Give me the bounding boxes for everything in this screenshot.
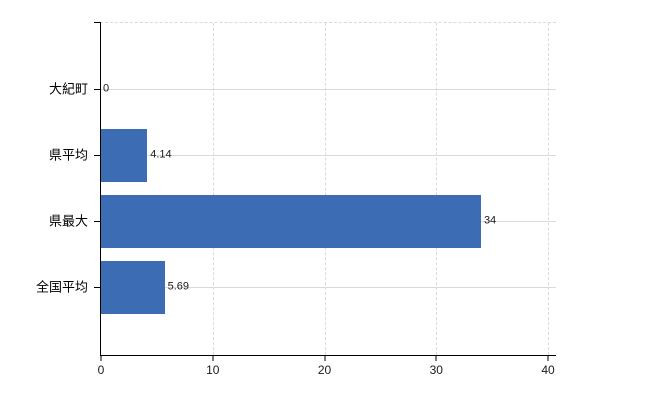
y-axis-top-cap (94, 22, 101, 23)
category-gridline (101, 287, 556, 288)
category-label: 大紀町 (48, 81, 88, 97)
bar-2 (101, 194, 481, 248)
category-label: 県最大 (48, 213, 88, 229)
plot-area: 0 10 20 30 40 大紀町 0 県平均 4.14 県最大 34 全国平均 5.69 (36, 22, 556, 376)
category-gridline (101, 89, 556, 90)
x-tick-label: 40 (541, 363, 555, 377)
bar-1 (101, 128, 148, 182)
x-tick-label: 20 (317, 363, 332, 377)
x-gridline (548, 23, 549, 355)
y-axis-tick (94, 221, 101, 222)
x-tick-label: 0 (97, 363, 105, 377)
x-gridline (324, 23, 326, 355)
x-axis-tick (324, 355, 325, 361)
x-gridline (212, 23, 214, 355)
x-axis-tick (212, 355, 214, 361)
value-label: 4.14 (150, 148, 172, 161)
category-label: 県平均 (48, 147, 88, 163)
x-gridline (436, 23, 438, 355)
x-axis-tick (100, 355, 102, 361)
value-label: 34 (483, 214, 497, 227)
bar-3 (101, 260, 165, 314)
category-label: 全国平均 (35, 279, 88, 295)
y-axis-tick (94, 287, 101, 288)
x-tick-label: 30 (429, 363, 443, 377)
value-label: 0 (103, 82, 110, 95)
y-axis-tick (94, 155, 101, 156)
y-axis-tick (94, 89, 101, 90)
x-axis-tick (547, 355, 549, 361)
category-gridline (101, 155, 556, 156)
x-axis-tick (435, 355, 437, 361)
x-tick-label: 10 (206, 363, 220, 377)
value-label: 5.69 (167, 280, 189, 293)
